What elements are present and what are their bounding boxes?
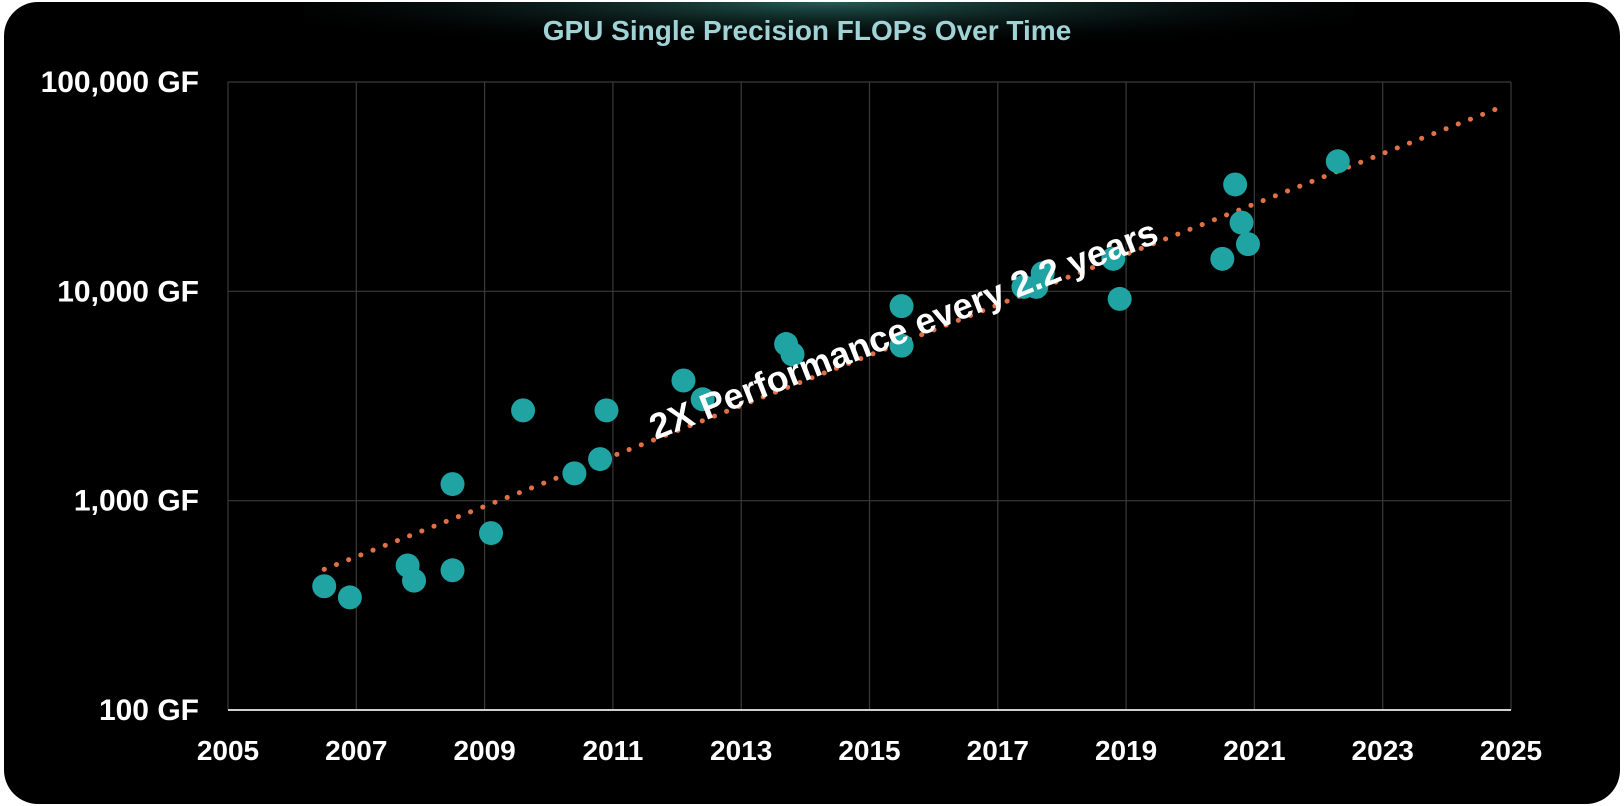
data-point [1229,210,1254,235]
data-point [1210,246,1235,271]
data-point [671,368,696,393]
data-point [337,585,362,610]
x-tick-label: 2011 [583,735,644,766]
data-point [889,294,914,319]
data-point [594,398,619,423]
data-point [588,447,613,472]
title-glow [304,2,1354,82]
points-layer [312,149,1350,610]
data-point [1101,246,1126,271]
x-tick-label: 2017 [967,735,1029,766]
y-tick-label: 10,000 GF [57,275,199,308]
data-point [780,342,805,367]
y-tick-label: 100 GF [99,694,199,727]
data-point [479,521,504,546]
x-tick-label: 2007 [325,735,387,766]
trend-line [321,103,1508,572]
data-point [1030,261,1055,286]
data-point [889,333,914,358]
data-point [511,398,536,423]
y-tick-label: 100,000 GF [41,66,199,99]
trend-annotation: 2X Performance every 2.2 years [644,211,1164,447]
labels-layer: 100 GF 1,000 GF 10,000 GF 100,000 GF 2005 200… [41,66,1543,766]
x-tick-label: 2021 [1223,735,1285,766]
data-point [440,558,465,583]
data-point [1325,149,1350,174]
grid [227,81,1512,711]
x-tick-label: 2009 [453,735,515,766]
x-tick-label: 2015 [838,735,900,766]
data-point [440,472,465,497]
data-point [1235,232,1260,257]
data-point [690,387,715,412]
x-tick-label: 2019 [1095,735,1157,766]
data-point [402,568,427,593]
y-tick-label: 1,000 GF [74,485,199,518]
x-tick-label: 2013 [710,735,772,766]
chart-frame: 100 GF 1,000 GF 10,000 GF 100,000 GF 2005 200… [4,2,1620,804]
data-point [312,574,337,599]
data-point [562,461,587,486]
x-tick-label: 2025 [1480,735,1542,766]
chart-title: GPU Single Precision FLOPs Over Time [543,15,1072,46]
x-tick-label: 2005 [197,735,259,766]
x-tick-label: 2023 [1352,735,1414,766]
data-point [1223,172,1248,197]
flops-chart: 100 GF 1,000 GF 10,000 GF 100,000 GF 2005 200… [41,2,1543,766]
data-point [1107,286,1132,311]
trend-layer [321,103,1508,572]
